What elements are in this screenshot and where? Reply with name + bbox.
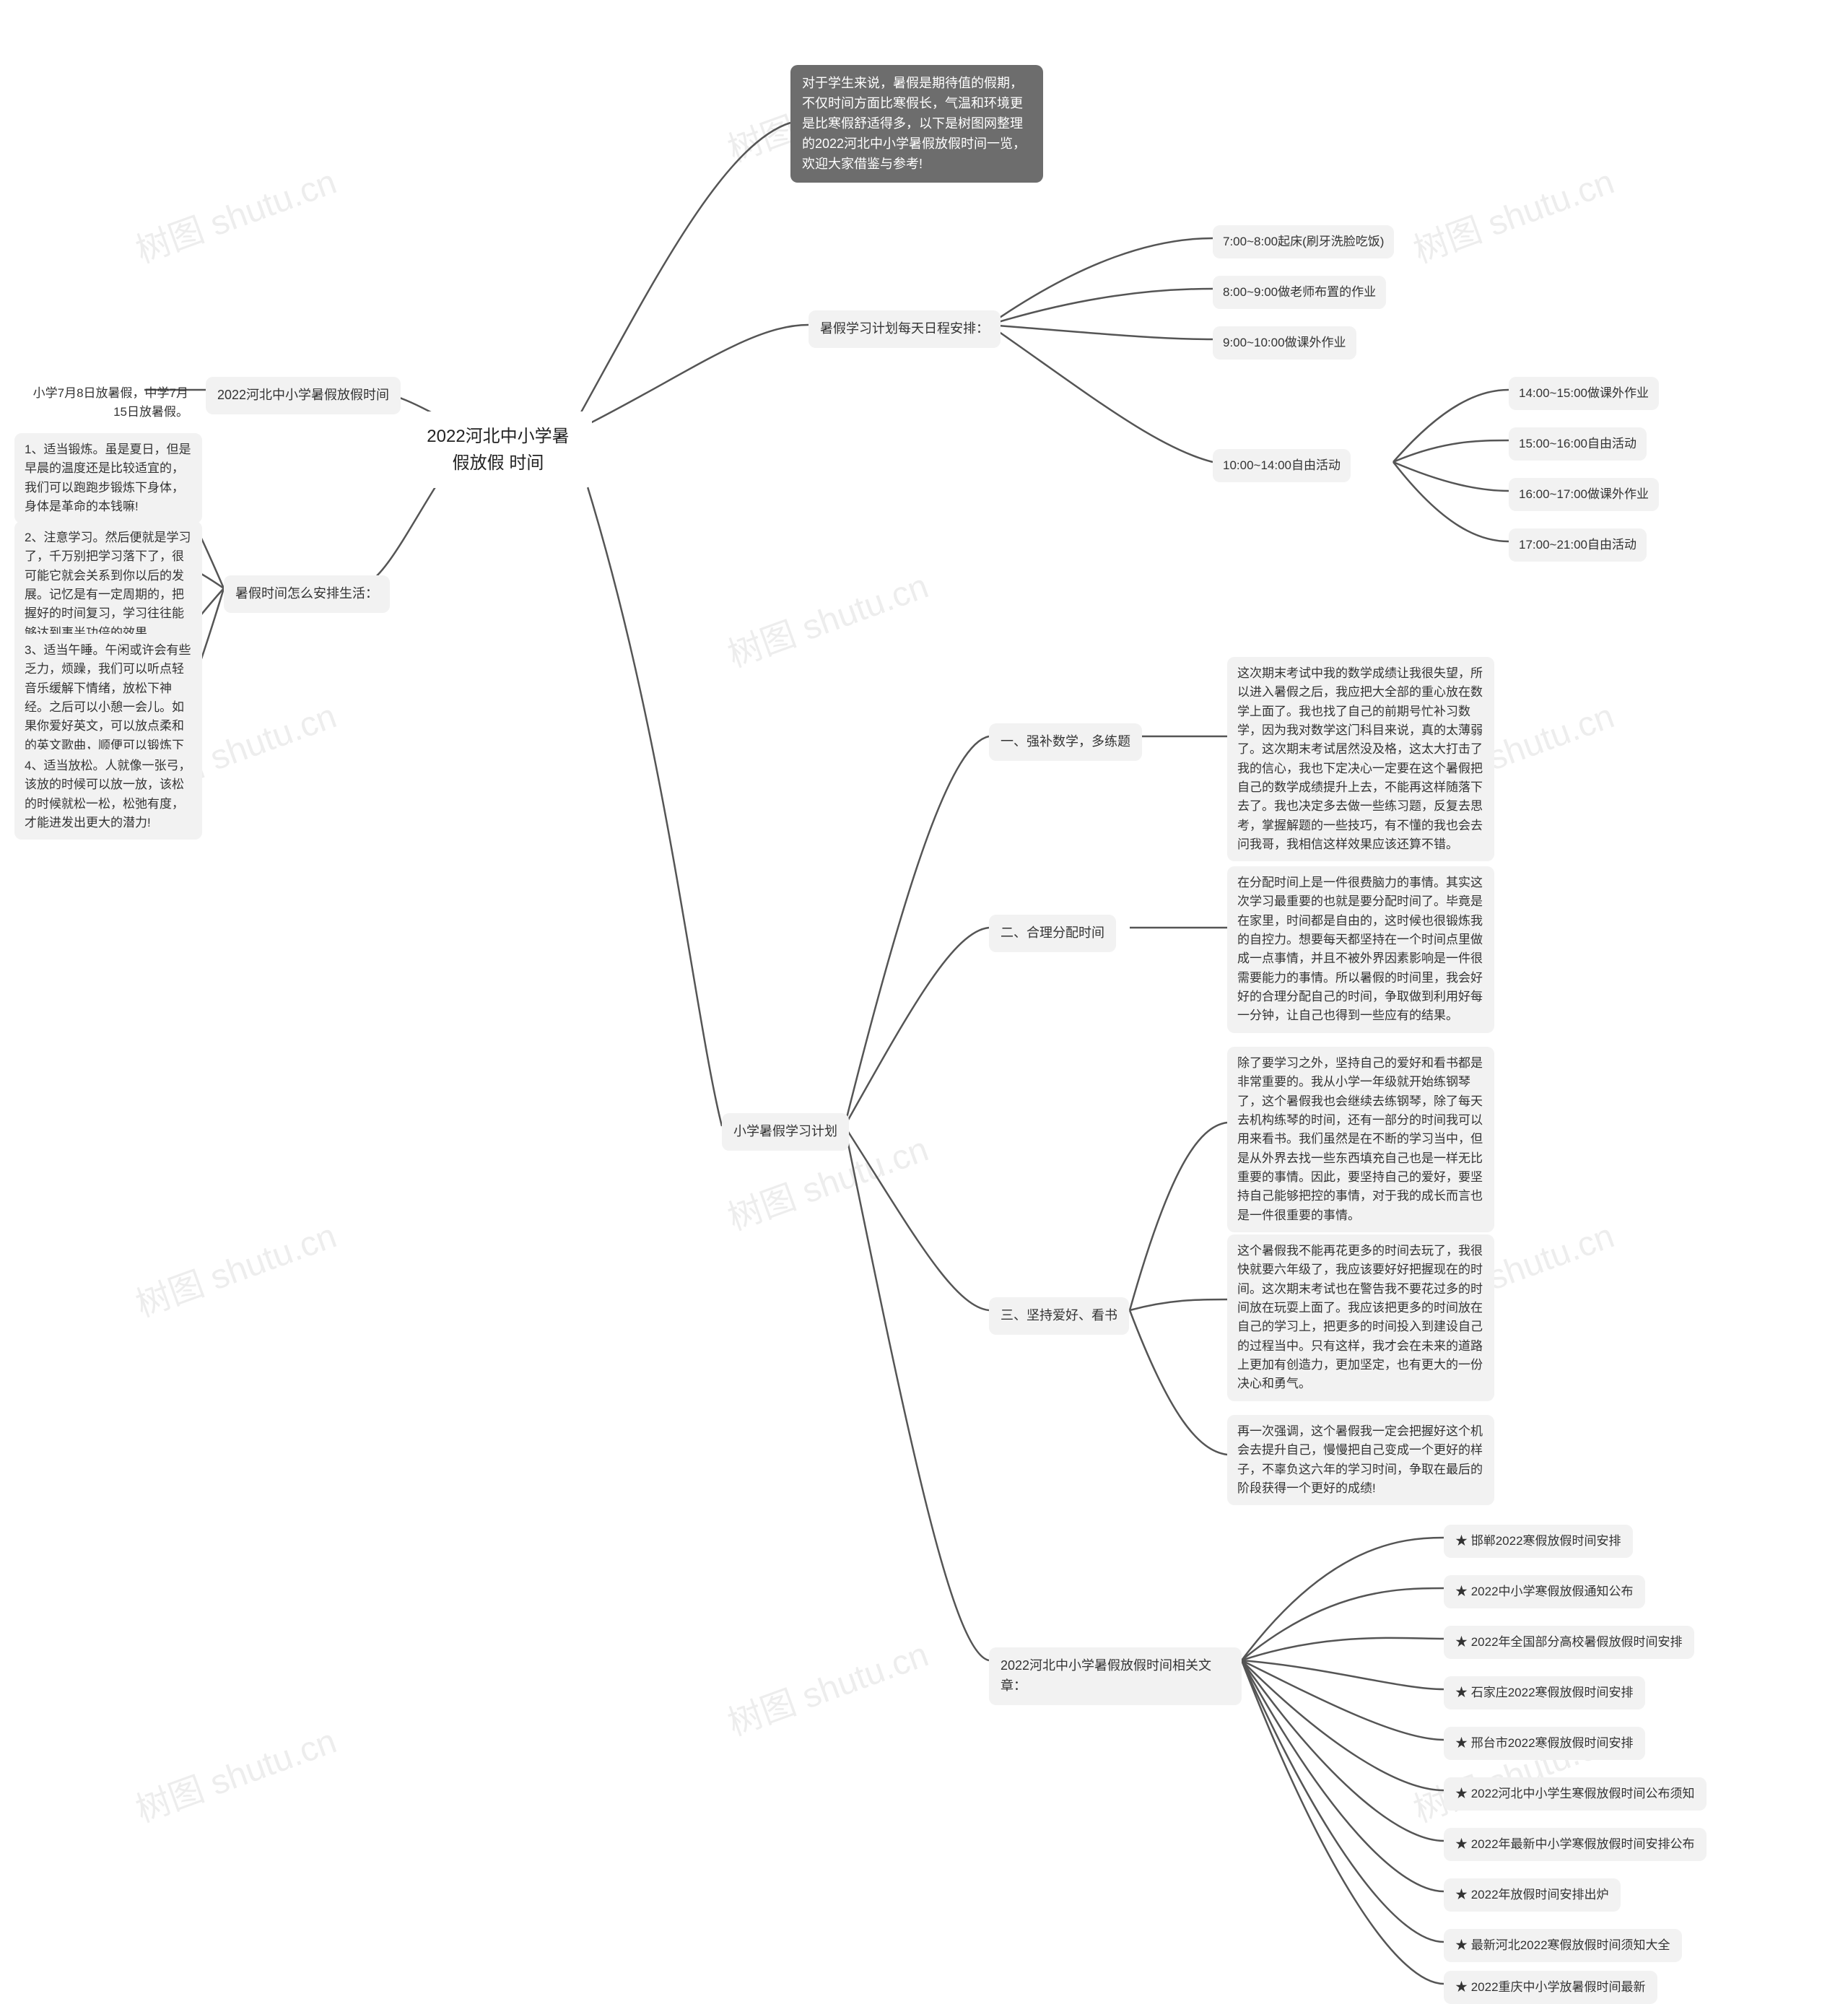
related-link[interactable]: ★ 最新河北2022寒假放假时间须知大全 xyxy=(1444,1929,1682,1962)
related-link[interactable]: ★ 石家庄2022寒假放假时间安排 xyxy=(1444,1676,1645,1709)
life-item: 4、适当放松。人就像一张弓，该放的时候可以放一放，该松的时候就松一松，松弛有度，… xyxy=(14,749,202,840)
life-label: 暑假时间怎么安排生活： xyxy=(224,575,390,613)
schedule-subitem: 14:00~15:00做课外作业 xyxy=(1509,377,1659,410)
life-item: 1、适当锻炼。虽是夏日，但是早晨的温度还是比较适宜的，我们可以跑跑步锻炼下身体，… xyxy=(14,433,202,523)
study-s3-body2: 这个暑假我不能再花更多的时间去玩了，我很快就要六年级了，我应该要好好把握现在的时… xyxy=(1227,1234,1494,1401)
study-s1-label: 一、强补数学，多练题 xyxy=(989,723,1142,761)
related-link[interactable]: ★ 2022年全国部分高校暑假放假时间安排 xyxy=(1444,1626,1694,1659)
watermark: 树图 shutu.cn xyxy=(1405,153,1620,272)
related-label: 2022河北中小学暑假放假时间相关文章： xyxy=(989,1647,1242,1705)
holiday-time-detail: 小学7月8日放暑假，中学7月15日放暑假。 xyxy=(14,377,199,430)
center-node: 2022河北中小学暑假放假 时间 xyxy=(404,411,592,488)
study-s2-label: 二、合理分配时间 xyxy=(989,915,1116,952)
related-link[interactable]: ★ 2022中小学寒假放假通知公布 xyxy=(1444,1575,1645,1608)
watermark: 树图 shutu.cn xyxy=(128,1712,342,1831)
schedule-item: 9:00~10:00做课外作业 xyxy=(1213,326,1356,360)
schedule-subitem: 17:00~21:00自由活动 xyxy=(1509,528,1647,562)
study-s2-body: 在分配时间上是一件很费脑力的事情。其实这次学习最重要的也就是要分配时间了。毕竟是… xyxy=(1227,866,1494,1033)
schedule-label: 暑假学习计划每天日程安排： xyxy=(808,310,1001,348)
study-s3-body1: 除了要学习之外，坚持自己的爱好和看书都是非常重要的。我从小学一年级就开始练钢琴了… xyxy=(1227,1047,1494,1232)
watermark: 树图 shutu.cn xyxy=(720,557,934,676)
study-s3-body3: 再一次强调，这个暑假我一定会把握好这个机会去提升自己，慢慢把自己变成一个更好的样… xyxy=(1227,1415,1494,1505)
schedule-subitem: 15:00~16:00自由活动 xyxy=(1509,427,1647,461)
related-link[interactable]: ★ 2022重庆中小学放暑假时间最新 xyxy=(1444,1971,1657,2004)
schedule-subitem: 16:00~17:00做课外作业 xyxy=(1509,478,1659,511)
related-link[interactable]: ★ 2022年放假时间安排出炉 xyxy=(1444,1878,1621,1912)
related-link[interactable]: ★ 2022年最新中小学寒假放假时间安排公布 xyxy=(1444,1828,1707,1861)
related-link[interactable]: ★ 邢台市2022寒假放假时间安排 xyxy=(1444,1727,1645,1760)
watermark: 树图 shutu.cn xyxy=(128,153,342,272)
holiday-time-label: 2022河北中小学暑假放假时间 xyxy=(206,377,401,414)
schedule-item: 7:00~8:00起床(刷牙洗脸吃饭) xyxy=(1213,225,1394,258)
study-plan-label: 小学暑假学习计划 xyxy=(722,1113,849,1151)
schedule-item: 10:00~14:00自由活动 xyxy=(1213,449,1351,482)
related-link[interactable]: ★ 邯郸2022寒假放假时间安排 xyxy=(1444,1525,1633,1558)
study-s1-body: 这次期末考试中我的数学成绩让我很失望，所以进入暑假之后，我应把大全部的重心放在数… xyxy=(1227,657,1494,861)
watermark: 树图 shutu.cn xyxy=(128,1207,342,1326)
life-item: 2、注意学习。然后便就是学习了，千万别把学习落下了，很可能它就会关系到你以后的发… xyxy=(14,521,202,650)
intro-node: 对于学生来说，暑假是期待值的假期，不仅时间方面比寒假长，气温和环境更是比寒假舒适… xyxy=(790,65,1043,183)
related-link[interactable]: ★ 2022河北中小学生寒假放假时间公布须知 xyxy=(1444,1777,1707,1811)
watermark: 树图 shutu.cn xyxy=(720,1626,934,1745)
study-s3-label: 三、坚持爱好、看书 xyxy=(989,1297,1129,1335)
schedule-item: 8:00~9:00做老师布置的作业 xyxy=(1213,276,1386,309)
